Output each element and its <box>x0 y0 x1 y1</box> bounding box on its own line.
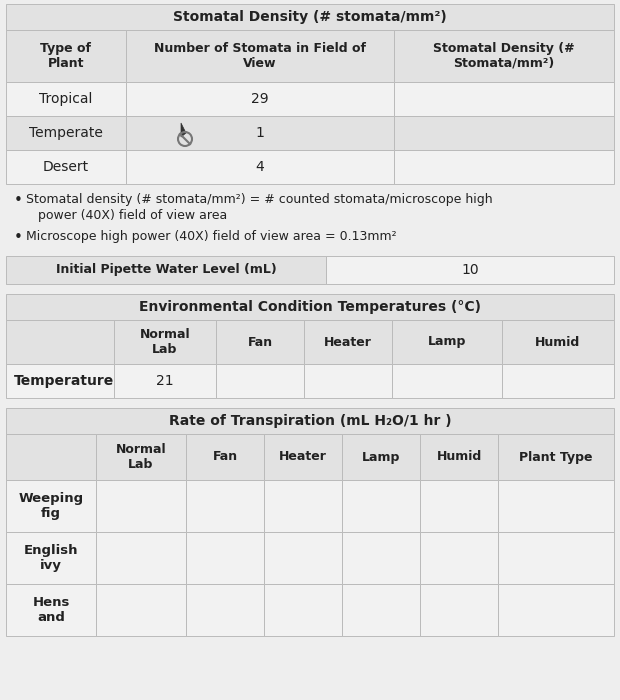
Bar <box>264 584 342 636</box>
Bar <box>342 480 420 532</box>
Bar <box>498 480 614 532</box>
Text: Stomatal Density (#
Stomata/mm²): Stomatal Density (# Stomata/mm²) <box>433 42 575 70</box>
Text: Stomatal density (# stomata/mm²) = # counted stomata/microscope high: Stomatal density (# stomata/mm²) = # cou… <box>26 193 493 206</box>
Text: Hens
and: Hens and <box>32 596 69 624</box>
Text: 4: 4 <box>255 160 264 174</box>
Bar <box>264 480 342 532</box>
Bar <box>126 30 394 82</box>
Text: 1: 1 <box>255 126 265 140</box>
Text: 21: 21 <box>156 374 174 388</box>
Text: •: • <box>14 230 23 245</box>
Text: Weeping
fig: Weeping fig <box>19 492 84 520</box>
Bar <box>6 150 126 184</box>
Bar <box>420 434 498 480</box>
Text: •: • <box>14 193 23 208</box>
Bar <box>126 150 394 184</box>
Bar <box>126 82 394 116</box>
Bar <box>304 320 392 364</box>
Bar <box>342 434 420 480</box>
Bar <box>394 30 614 82</box>
Text: Temperate: Temperate <box>29 126 103 140</box>
Text: Type of
Plant: Type of Plant <box>40 42 92 70</box>
Bar <box>6 116 126 150</box>
Bar <box>6 320 114 364</box>
Polygon shape <box>181 123 186 137</box>
Bar <box>394 82 614 116</box>
Bar <box>6 30 126 82</box>
Bar <box>186 434 264 480</box>
Text: Humid: Humid <box>436 451 482 463</box>
Bar <box>6 532 96 584</box>
Bar <box>6 364 114 398</box>
Text: Normal
Lab: Normal Lab <box>116 443 166 471</box>
Bar <box>6 434 96 480</box>
Text: Plant Type: Plant Type <box>520 451 593 463</box>
Bar <box>420 584 498 636</box>
Text: Lamp: Lamp <box>362 451 400 463</box>
Bar <box>114 320 216 364</box>
Text: Number of Stomata in Field of
View: Number of Stomata in Field of View <box>154 42 366 70</box>
Bar <box>186 584 264 636</box>
Bar <box>6 408 614 434</box>
Bar <box>498 584 614 636</box>
Bar <box>264 434 342 480</box>
Bar <box>6 480 96 532</box>
Bar <box>186 532 264 584</box>
Bar <box>304 364 392 398</box>
Bar <box>114 364 216 398</box>
Text: Normal
Lab: Normal Lab <box>140 328 190 356</box>
Bar <box>96 480 186 532</box>
Text: Heater: Heater <box>279 451 327 463</box>
Bar <box>126 116 394 150</box>
Bar <box>394 150 614 184</box>
Text: Environmental Condition Temperatures (°C): Environmental Condition Temperatures (°C… <box>139 300 481 314</box>
Bar <box>6 584 96 636</box>
Text: Heater: Heater <box>324 335 372 349</box>
Bar <box>6 82 126 116</box>
Text: English
ivy: English ivy <box>24 544 78 572</box>
Bar <box>392 364 502 398</box>
Text: 10: 10 <box>461 263 479 277</box>
Bar <box>420 480 498 532</box>
Text: Fan: Fan <box>213 451 237 463</box>
Bar <box>342 532 420 584</box>
Text: Stomatal Density (# stomata/mm²): Stomatal Density (# stomata/mm²) <box>173 10 447 24</box>
Bar <box>216 320 304 364</box>
Bar <box>6 4 614 30</box>
Text: Rate of Transpiration (mL H₂O/1 hr ): Rate of Transpiration (mL H₂O/1 hr ) <box>169 414 451 428</box>
Text: power (40X) field of view area: power (40X) field of view area <box>38 209 228 222</box>
Bar <box>186 480 264 532</box>
Text: Tropical: Tropical <box>39 92 92 106</box>
Bar <box>498 434 614 480</box>
Bar <box>96 532 186 584</box>
Text: Temperature: Temperature <box>14 374 114 388</box>
Text: Desert: Desert <box>43 160 89 174</box>
Text: Humid: Humid <box>536 335 580 349</box>
Bar <box>96 584 186 636</box>
Bar <box>264 532 342 584</box>
Bar <box>394 116 614 150</box>
Bar <box>420 532 498 584</box>
Text: Fan: Fan <box>247 335 273 349</box>
Bar <box>96 434 186 480</box>
Bar <box>392 320 502 364</box>
Text: Lamp: Lamp <box>428 335 466 349</box>
Bar <box>498 532 614 584</box>
Text: 29: 29 <box>251 92 269 106</box>
Bar <box>6 294 614 320</box>
Bar <box>502 320 614 364</box>
Text: Initial Pipette Water Level (mL): Initial Pipette Water Level (mL) <box>56 263 277 276</box>
Bar <box>326 256 614 284</box>
Bar <box>502 364 614 398</box>
Text: Microscope high power (40X) field of view area = 0.13mm²: Microscope high power (40X) field of vie… <box>26 230 397 243</box>
Bar <box>6 256 326 284</box>
Bar <box>216 364 304 398</box>
Bar <box>342 584 420 636</box>
